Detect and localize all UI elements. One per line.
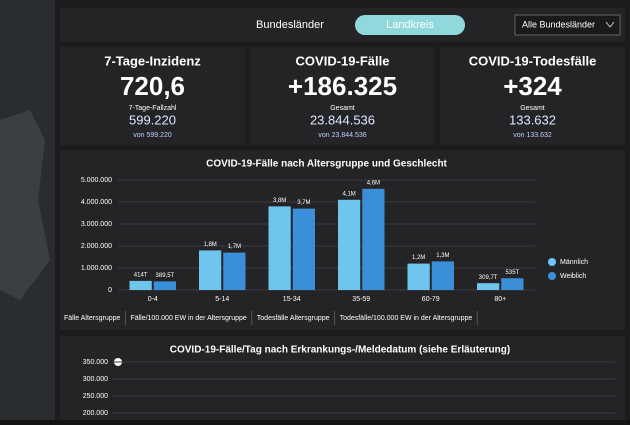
kpi-card xyxy=(440,47,625,145)
toggle-pill[interactable] xyxy=(355,15,465,35)
kpi-card xyxy=(250,47,435,145)
daily-title: COVID-19-Fälle/Tag nach Erkrankungs-/Mel… xyxy=(170,345,510,356)
dropdown-arrow xyxy=(605,21,615,28)
bar xyxy=(223,252,246,290)
value-label: 3,8M xyxy=(273,198,286,204)
value-label: 1,7M xyxy=(228,244,241,250)
kpi-value: +186.325 xyxy=(288,71,397,101)
value-label: 535T xyxy=(506,270,520,276)
value-label: 389,5T xyxy=(156,273,175,279)
value-label: 1,3M xyxy=(436,253,449,259)
x-tick-label: 15-34 xyxy=(283,296,301,303)
y-tick-label: 3.000.000 xyxy=(81,221,112,228)
bar xyxy=(501,278,524,290)
kpi-sub-label: 7-Tage-Fallzahl xyxy=(129,105,177,112)
tab[interactable]: Bundesländer xyxy=(256,19,324,31)
value-label: 3,7M xyxy=(297,200,310,206)
y-tick-label: 2.000.000 xyxy=(81,243,112,250)
bar xyxy=(129,280,152,290)
kpi-sub-note: von 133.632 xyxy=(513,132,552,139)
daily-y-tick-label: 300.000 xyxy=(83,376,108,383)
bar xyxy=(292,208,315,290)
kpi-sub-label: Gesamt xyxy=(520,105,545,112)
kpi-sub-value: 133.632 xyxy=(509,112,556,127)
value-label: 4,1M xyxy=(342,191,355,197)
kpi-sub-label: Gesamt xyxy=(330,105,355,112)
kpi-card xyxy=(60,47,245,145)
kpi-title: COVID-19-Fälle xyxy=(296,53,390,68)
value-label: 414T xyxy=(134,272,148,278)
dropdown[interactable] xyxy=(514,14,621,36)
value-label: 309,7T xyxy=(479,275,498,281)
bar xyxy=(268,206,291,290)
dropdown-label[interactable]: Alle Bundesländer xyxy=(522,19,595,29)
legend-swatch xyxy=(548,258,556,266)
kpi-title: COVID-19-Todesfälle xyxy=(469,53,597,68)
bar xyxy=(407,263,430,290)
kpi-sub-note: von 23.844.536 xyxy=(318,132,366,139)
chart-tab[interactable]: Fälle Altersgruppe xyxy=(64,315,121,322)
bar xyxy=(477,283,500,290)
legend-label: Weiblich xyxy=(560,273,586,280)
chart-title: COVID-19-Fälle nach Altersgruppe und Ges… xyxy=(206,159,447,170)
value-label: 1,2M xyxy=(412,255,425,261)
map-shape xyxy=(0,110,50,300)
kpi-sub-note: von 599.220 xyxy=(133,132,172,139)
legend-label: Männlich xyxy=(560,259,588,266)
legend-swatch xyxy=(548,272,556,280)
x-tick-label: 0-4 xyxy=(148,296,158,303)
bar xyxy=(362,188,385,290)
y-tick-label: 0 xyxy=(108,287,112,294)
kpi-sub-value: 599.220 xyxy=(129,112,176,127)
bar xyxy=(431,261,454,290)
x-tick-label: 5-14 xyxy=(215,296,229,303)
x-tick-label: 35-59 xyxy=(352,296,370,303)
kpi-sub-value: 23.844.536 xyxy=(310,112,375,127)
x-tick-label: 80+ xyxy=(494,296,506,303)
value-label: 4,6M xyxy=(367,180,380,186)
kpi-value: 720,6 xyxy=(120,71,185,101)
daily-y-tick-label: 250.000 xyxy=(83,393,108,400)
bar xyxy=(199,250,222,290)
y-tick-label: 1.000.000 xyxy=(81,265,112,272)
bar xyxy=(153,281,176,290)
chart-tab[interactable]: Fälle/100.000 EW in der Altersgruppe xyxy=(130,315,246,322)
tab-active[interactable]: Landkreis xyxy=(386,19,434,31)
chart-tab[interactable]: Todesfälle Altersgruppe xyxy=(257,315,330,322)
kpi-title: 7-Tage-Inzidenz xyxy=(104,53,201,68)
bar xyxy=(338,199,361,290)
y-tick-label: 5.000.000 xyxy=(81,177,112,184)
daily-y-tick-label: 350.000 xyxy=(83,359,108,366)
kpi-value: +324 xyxy=(503,71,562,101)
daily-panel xyxy=(60,336,625,420)
daily-y-tick-label: 200.000 xyxy=(83,410,108,417)
x-tick-label: 60-79 xyxy=(422,296,440,303)
chart-tab[interactable]: Todesfälle/100.000 EW in der Altersgrupp… xyxy=(340,315,473,322)
y-tick-label: 4.000.000 xyxy=(81,199,112,206)
value-label: 1,8M xyxy=(203,242,216,248)
